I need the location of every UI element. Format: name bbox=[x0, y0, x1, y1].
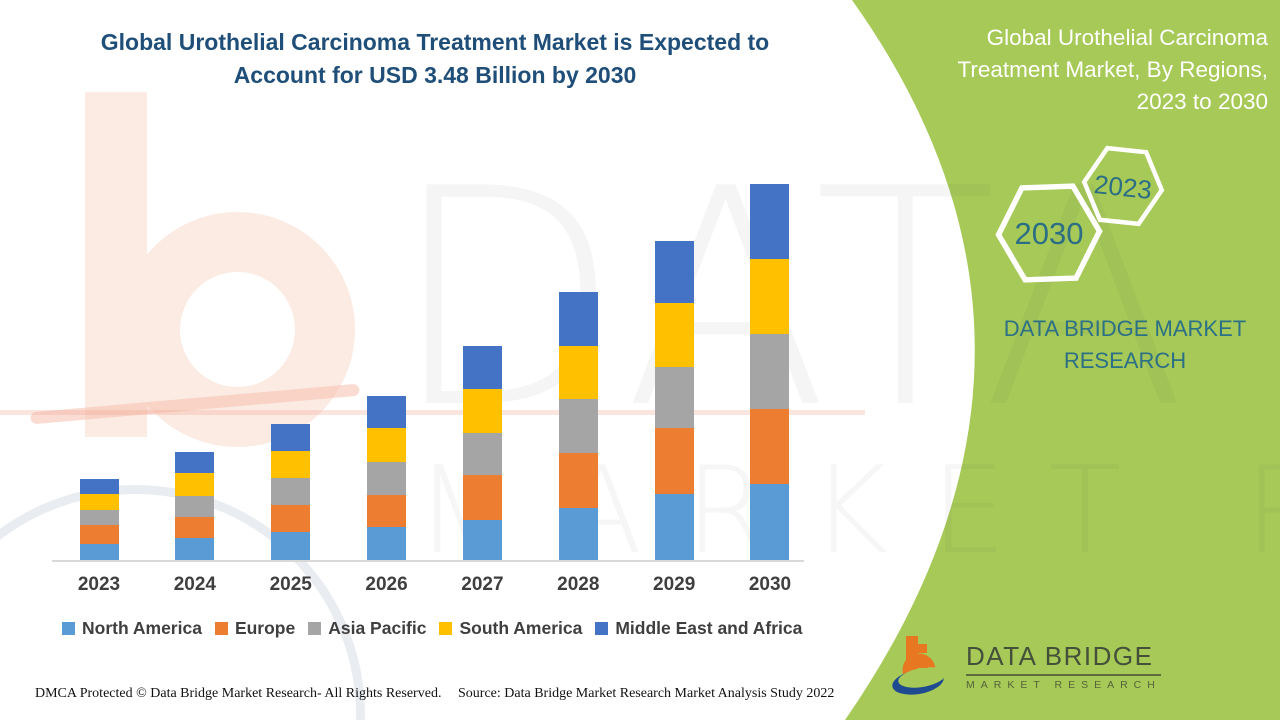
bar-2027 bbox=[462, 346, 502, 560]
side-title-line3: 2023 to 2030 bbox=[1136, 88, 1268, 114]
bar-segment-2026-middle-east-and-africa bbox=[367, 395, 407, 429]
bar-segment-2030-asia-pacific bbox=[750, 334, 790, 409]
chart-legend: North America Europe Asia Pacific South Ame… bbox=[62, 618, 802, 639]
bar-2029 bbox=[654, 241, 694, 560]
bar-segment-2030-middle-east-and-africa bbox=[750, 184, 790, 259]
bar-segment-2025-asia-pacific bbox=[271, 477, 311, 505]
bar-segment-2027-north-america bbox=[462, 520, 502, 560]
legend-swatch-south-america bbox=[439, 622, 453, 635]
bar-segment-2028-north-america bbox=[558, 508, 598, 560]
legend-label: Europe bbox=[234, 618, 296, 638]
bar-segment-2023-south-america bbox=[79, 494, 119, 511]
hexagon-2030 bbox=[995, 183, 1103, 283]
bar-segment-2028-south-america bbox=[558, 346, 598, 400]
legend-label: South America bbox=[459, 618, 583, 638]
bar-segment-2025-south-america bbox=[271, 450, 311, 478]
bar-segment-2025-middle-east-and-africa bbox=[271, 423, 311, 451]
footer-source-text: Source: Data Bridge Market Research Mark… bbox=[458, 686, 835, 701]
bar-2025 bbox=[271, 423, 311, 560]
legend-swatch-asia-pacific bbox=[308, 622, 322, 635]
legend-swatch-europe bbox=[214, 622, 228, 635]
logo-subtitle: MARKET RESEARCH bbox=[966, 679, 1161, 691]
legend-item-asia-pacific: Asia Pacific bbox=[308, 618, 426, 639]
bar-segment-2030-south-america bbox=[750, 258, 790, 335]
bar-segment-2027-middle-east-and-africa bbox=[462, 346, 502, 390]
x-tick-2030: 2030 bbox=[748, 574, 792, 595]
x-tick-2024: 2024 bbox=[173, 574, 216, 595]
bar-segment-2027-asia-pacific bbox=[462, 432, 502, 475]
watermark-pink-line bbox=[0, 410, 865, 415]
x-tick-2027: 2027 bbox=[461, 574, 504, 595]
chart-title: Global Urothelial Carcinoma Treatment Ma… bbox=[0, 26, 870, 93]
bar-segment-2024-europe bbox=[175, 516, 215, 539]
bar-segment-2026-asia-pacific bbox=[367, 461, 407, 496]
logo-name: DATA BRIDGE bbox=[966, 641, 1161, 676]
dbmr-brand-line2: RESEARCH bbox=[1063, 347, 1187, 373]
legend-label: North America bbox=[82, 618, 202, 638]
chart-title-line1: Global Urothelial Carcinoma Treatment Ma… bbox=[100, 29, 770, 55]
legend-label: Asia Pacific bbox=[328, 618, 427, 638]
bar-segment-2024-north-america bbox=[175, 538, 215, 560]
x-tick-2026: 2026 bbox=[365, 574, 408, 595]
x-tick-2023: 2023 bbox=[77, 574, 121, 595]
bar-segment-2029-north-america bbox=[654, 494, 694, 560]
bar-segment-2030-europe bbox=[750, 408, 790, 485]
bar-2026 bbox=[367, 395, 407, 560]
bar-segment-2028-asia-pacific bbox=[558, 399, 598, 454]
side-panel-title: Global Urothelial Carcinoma Treatment Ma… bbox=[900, 22, 1268, 118]
bar-2024 bbox=[175, 452, 215, 560]
x-tick-2025: 2025 bbox=[269, 574, 312, 595]
bar-segment-2025-europe bbox=[271, 504, 311, 532]
legend-item-north-america: North America bbox=[62, 618, 202, 639]
bar-segment-2030-north-america bbox=[750, 484, 790, 560]
bar-segment-2024-south-america bbox=[175, 472, 215, 497]
bar-segment-2026-north-america bbox=[367, 526, 407, 560]
dbmr-logo-icon bbox=[892, 636, 946, 695]
bar-segment-2026-south-america bbox=[367, 428, 407, 462]
bar-segment-2028-europe bbox=[558, 453, 598, 509]
dbmr-logo: DATA BRIDGE MARKET RESEARCH bbox=[888, 634, 1161, 698]
legend-label: Middle East and Africa bbox=[615, 618, 803, 638]
bar-segment-2024-asia-pacific bbox=[175, 496, 215, 517]
bar-segment-2026-europe bbox=[367, 495, 407, 527]
legend-item-south-america: South America bbox=[439, 618, 582, 639]
side-title-line1: Global Urothelial Carcinoma bbox=[986, 25, 1268, 50]
bar-2028 bbox=[558, 292, 598, 560]
legend-swatch-north-america bbox=[62, 622, 75, 635]
footer-dmca-text: DMCA Protected © Data Bridge Market Rese… bbox=[35, 686, 442, 701]
bar-segment-2029-europe bbox=[654, 428, 694, 495]
dbmr-brand-line1: DATA BRIDGE MARKET bbox=[1003, 316, 1247, 341]
hexagon-2023-label: 2023 bbox=[1093, 169, 1154, 205]
bar-segment-2027-south-america bbox=[462, 389, 502, 433]
bar-2023 bbox=[79, 479, 119, 560]
bar-segment-2024-middle-east-and-africa bbox=[175, 452, 215, 473]
dbmr-brand-text: DATA BRIDGE MARKET RESEARCH bbox=[965, 313, 1280, 377]
bar-segment-2025-north-america bbox=[271, 531, 311, 560]
x-tick-2028: 2028 bbox=[557, 574, 600, 595]
bar-2030 bbox=[750, 184, 790, 560]
chart-title-line2: Account for USD 3.48 Billion by 2030 bbox=[233, 62, 637, 89]
bar-segment-2023-europe bbox=[79, 525, 119, 544]
hexagon-2023 bbox=[1081, 145, 1165, 227]
legend-item-europe: Europe bbox=[214, 618, 296, 639]
stacked-bar-chart: 2023 2024 2025 2026 2027 2028 2029 2030 bbox=[52, 184, 804, 595]
bar-segment-2023-asia-pacific bbox=[79, 510, 119, 526]
bar-segment-2029-middle-east-and-africa bbox=[654, 241, 694, 303]
side-title-line2: Treatment Market, By Regions, bbox=[957, 56, 1268, 82]
bar-segment-2027-europe bbox=[462, 474, 502, 520]
bar-segment-2029-asia-pacific bbox=[654, 366, 694, 429]
x-tick-2029: 2029 bbox=[653, 574, 696, 595]
bar-segment-2023-middle-east-and-africa bbox=[79, 479, 119, 495]
legend-swatch-middle-east-and-africa bbox=[595, 622, 609, 635]
bar-segment-2029-south-america bbox=[654, 302, 694, 367]
hexagon-2030-label: 2030 bbox=[1015, 216, 1084, 251]
x-axis-line bbox=[52, 560, 804, 562]
legend-item-middle-east-and-africa: Middle East and Africa bbox=[595, 618, 802, 639]
bar-segment-2028-middle-east-and-africa bbox=[558, 292, 598, 347]
bar-segment-2023-north-america bbox=[79, 543, 119, 560]
